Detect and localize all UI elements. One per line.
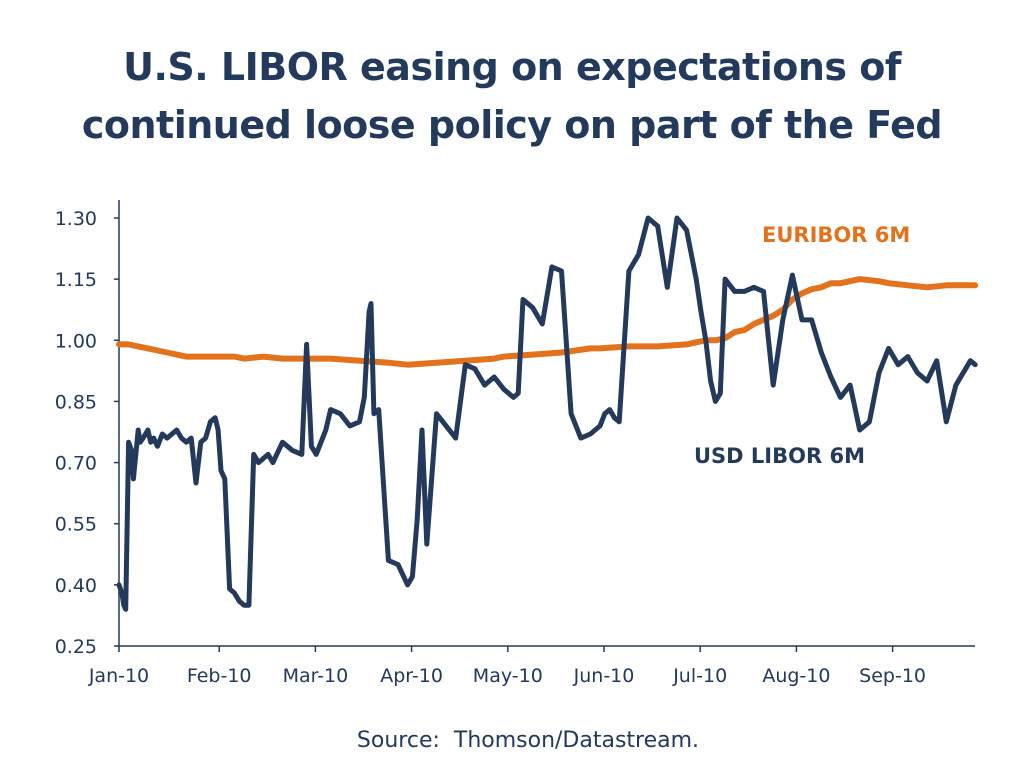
y-tick-label: 0.25 (55, 636, 97, 658)
y-tick-label: 0.85 (55, 391, 97, 413)
chart-series (116, 215, 979, 612)
x-tick-label: Jan-10 (88, 665, 149, 687)
series-label-euribor: EURIBOR 6M (762, 223, 910, 247)
chart-series-labels: EURIBOR 6M USD LIBOR 6M (694, 223, 910, 468)
y-tick-label: 1.00 (55, 330, 97, 352)
x-tick-label: Jul-10 (672, 665, 727, 687)
x-tick-label: Aug-10 (762, 665, 830, 687)
y-tick-label: 0.70 (55, 453, 97, 475)
y-tick-label: 0.40 (55, 575, 97, 597)
chart-axes: 0.25 0.40 0.55 0.70 0.85 1.00 1.15 1.30 Jan-10 Fe… (55, 200, 975, 687)
chart-title-line-1: U.S. LIBOR easing on expectations of (123, 45, 901, 89)
y-tick-label: 0.55 (55, 514, 97, 536)
series-label-usd-libor: USD LIBOR 6M (694, 444, 865, 468)
x-tick-label: Sep-10 (859, 665, 926, 687)
y-tick-label: 1.30 (55, 208, 97, 230)
chart-title-line-2: continued loose policy on part of the Fe… (81, 103, 943, 147)
x-tick-label: Mar-10 (283, 665, 349, 687)
x-tick-label: May-10 (473, 665, 543, 687)
x-tick-label: Jun-10 (573, 665, 635, 687)
source-note: Source: Thomson/Datastream. (356, 728, 700, 753)
chart-title: U.S. LIBOR easing on expectations of con… (0, 38, 1024, 154)
series-euribor-6m (116, 276, 979, 368)
x-tick-label: Apr-10 (380, 665, 443, 687)
y-tick-label: 1.15 (55, 269, 97, 291)
x-tick-label: Feb-10 (187, 665, 252, 687)
series-usd-libor-6m (116, 215, 978, 612)
